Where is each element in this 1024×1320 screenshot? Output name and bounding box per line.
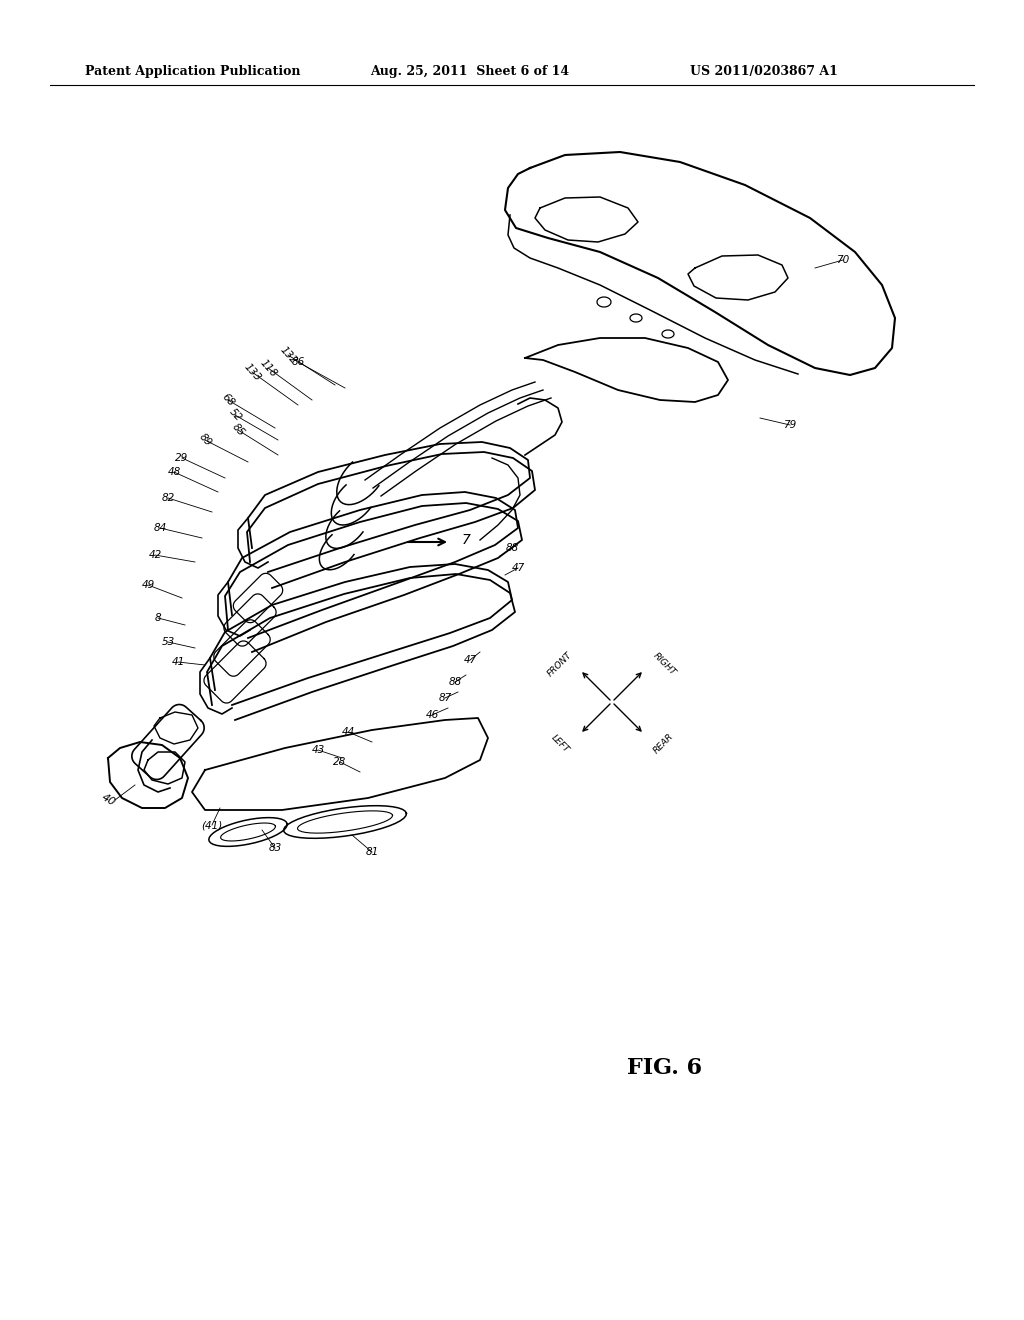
- Text: 89: 89: [197, 432, 213, 449]
- Text: 40: 40: [99, 792, 117, 808]
- Text: 43: 43: [311, 744, 325, 755]
- Text: 47: 47: [464, 655, 476, 665]
- Text: 68: 68: [220, 392, 237, 408]
- Text: 49: 49: [141, 579, 155, 590]
- Text: 47: 47: [511, 564, 524, 573]
- Text: Aug. 25, 2011  Sheet 6 of 14: Aug. 25, 2011 Sheet 6 of 14: [370, 66, 569, 78]
- Text: 85: 85: [229, 421, 246, 438]
- Text: 79: 79: [783, 420, 797, 430]
- Text: 88: 88: [449, 677, 462, 686]
- Text: 44: 44: [341, 727, 354, 737]
- Text: FIG. 6: FIG. 6: [628, 1057, 702, 1078]
- Text: Patent Application Publication: Patent Application Publication: [85, 66, 300, 78]
- Text: 70: 70: [837, 255, 850, 265]
- Text: 42: 42: [148, 550, 162, 560]
- Text: 48: 48: [167, 467, 180, 477]
- Text: 87: 87: [438, 693, 452, 704]
- Text: 46: 46: [425, 710, 438, 719]
- Text: FRONT: FRONT: [546, 649, 574, 678]
- Text: REAR: REAR: [652, 733, 676, 756]
- Text: 88: 88: [506, 543, 518, 553]
- Text: 41: 41: [171, 657, 184, 667]
- Text: 86: 86: [292, 356, 304, 367]
- Text: 81: 81: [366, 847, 379, 857]
- Text: 118: 118: [258, 358, 279, 379]
- Text: 52: 52: [227, 407, 243, 424]
- Text: LEFT: LEFT: [549, 734, 570, 755]
- Text: 133: 133: [242, 362, 262, 383]
- Text: 132: 132: [278, 345, 298, 366]
- Text: 28: 28: [334, 756, 347, 767]
- Text: 83: 83: [268, 843, 282, 853]
- Text: RIGHT: RIGHT: [651, 651, 677, 677]
- Text: 8: 8: [155, 612, 162, 623]
- Text: 84: 84: [154, 523, 167, 533]
- Text: US 2011/0203867 A1: US 2011/0203867 A1: [690, 66, 838, 78]
- Text: (41): (41): [202, 820, 222, 830]
- Text: 82: 82: [162, 492, 175, 503]
- Text: 7: 7: [462, 533, 471, 546]
- Text: 53: 53: [162, 638, 175, 647]
- Text: 29: 29: [175, 453, 188, 463]
